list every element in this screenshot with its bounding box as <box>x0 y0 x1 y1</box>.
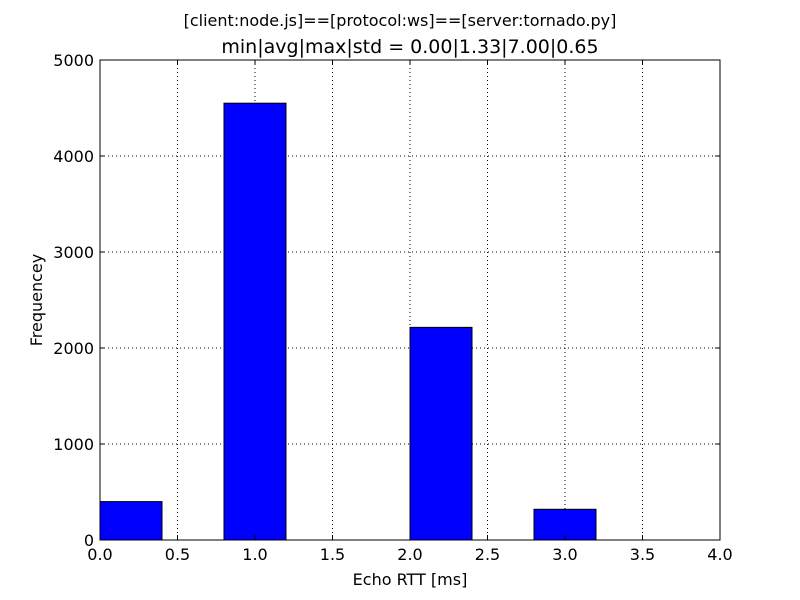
y-tick-label: 2000 <box>53 339 94 358</box>
histogram-bar <box>533 508 597 541</box>
x-tick-label: 3.5 <box>630 545 655 564</box>
x-tick-label: 1.0 <box>242 545 267 564</box>
y-tick-label: 0 <box>84 531 94 550</box>
y-tick-label: 4000 <box>53 147 94 166</box>
y-axis-label: Frequencey <box>27 254 46 347</box>
y-axis-ticks: 0 1000 2000 3000 4000 5000 <box>53 51 720 550</box>
x-axis-label: Echo RTT [ms] <box>353 570 468 589</box>
x-axis-ticks: 0.0 0.5 1.0 1.5 2.0 2.5 3.0 3.5 4.0 <box>87 60 733 564</box>
x-tick-label: 4.0 <box>707 545 732 564</box>
y-tick-label: 1000 <box>53 435 94 454</box>
chart-suptitle: [client:node.js]==[protocol:ws]==[server… <box>184 11 617 30</box>
y-tick-label: 3000 <box>53 243 94 262</box>
histogram-bar <box>409 326 473 541</box>
x-tick-label: 2.5 <box>475 545 500 564</box>
x-tick-label: 0.0 <box>87 545 112 564</box>
histogram-bar <box>223 102 287 541</box>
chart-title: min|avg|max|std = 0.00|1.33|7.00|0.65 <box>221 36 598 58</box>
x-tick-label: 0.5 <box>165 545 190 564</box>
bars <box>99 102 597 541</box>
x-tick-label: 2.0 <box>397 545 422 564</box>
x-tick-label: 1.5 <box>320 545 345 564</box>
histogram-bar <box>99 501 163 541</box>
y-tick-label: 5000 <box>53 51 94 70</box>
x-tick-label: 3.0 <box>552 545 577 564</box>
